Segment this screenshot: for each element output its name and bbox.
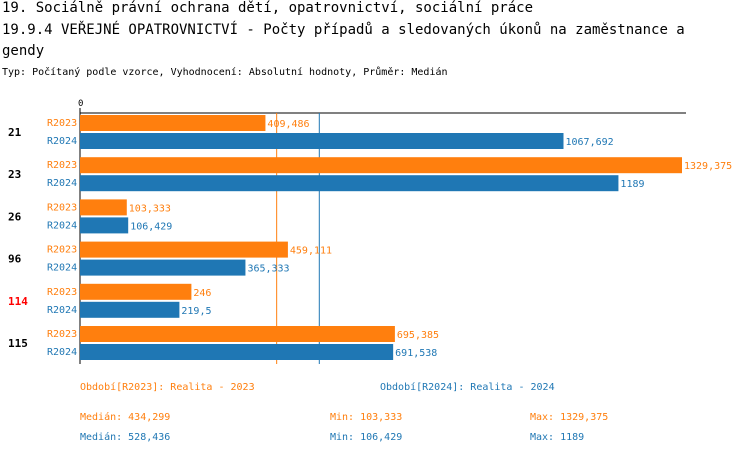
chart-subtitle: Typ: Počítaný podle vzorce, Vyhodnocení:… [2, 67, 448, 78]
data-label-r2024-26: 106,429 [130, 221, 172, 232]
bar-r2023-114 [80, 283, 192, 300]
bar-r2024-23 [80, 175, 619, 192]
data-label-r2023-23: 1329,375 [684, 161, 732, 172]
bar-r2023-21 [80, 115, 266, 131]
bar-r2024-26 [80, 217, 129, 234]
series-label-r2023-21: R2023 [47, 118, 77, 129]
bar-r2023-96 [80, 241, 288, 258]
bar-r2023-115 [80, 326, 395, 342]
bar-r2023-26 [80, 199, 127, 216]
series-label-r2023-23: R2023 [47, 160, 77, 171]
series-label-r2023-115: R2023 [47, 329, 77, 340]
category-label-96: 96 [8, 253, 22, 266]
category-label-21: 21 [8, 126, 22, 139]
series-label-r2023-114: R2023 [47, 287, 77, 298]
data-label-r2024-114: 219,5 [181, 306, 211, 317]
chart-title-line-1: 19. Sociálně právní ochrana dětí, opatro… [2, 0, 534, 16]
series-label-r2024-115: R2024 [47, 347, 77, 358]
stat-r2023-median: Medián: 434,299 [80, 412, 171, 423]
series-label-r2023-96: R2023 [47, 245, 77, 256]
data-label-r2023-114: 246 [193, 288, 211, 299]
category-label-23: 23 [8, 168, 21, 181]
series-label-r2024-21: R2024 [47, 136, 77, 147]
data-label-r2023-96: 459,111 [290, 246, 332, 257]
data-label-r2024-23: 1189 [620, 179, 644, 190]
legend-r2023: Období[R2023]: Realita - 2023 [80, 382, 255, 393]
data-label-r2024-21: 1067,692 [565, 137, 613, 148]
bar-r2023-23 [80, 157, 682, 174]
category-label-114: 114 [8, 295, 28, 308]
series-label-r2024-96: R2024 [47, 263, 77, 274]
series-label-r2024-23: R2024 [47, 178, 77, 189]
data-label-r2024-115: 691,538 [395, 348, 437, 359]
bar-r2024-115 [80, 344, 394, 360]
series-label-r2023-26: R2023 [47, 202, 77, 213]
series-label-r2024-114: R2024 [47, 305, 77, 316]
series-label-r2024-26: R2024 [47, 220, 77, 231]
data-label-r2024-96: 365,333 [247, 264, 289, 275]
data-label-r2023-115: 695,385 [397, 330, 439, 341]
data-label-r2023-26: 103,333 [129, 203, 171, 214]
legend-r2024: Období[R2024]: Realita - 2024 [380, 382, 555, 393]
data-label-r2023-21: 409,486 [267, 119, 309, 130]
stat-r2024-max: Max: 1189 [530, 432, 585, 443]
chart-title-line-2: 19.9.4 VEŘEJNÉ OPATROVNICTVÍ - Počty pří… [2, 22, 685, 38]
stat-r2024-min: Min: 106,429 [330, 432, 403, 443]
stat-r2023-max: Max: 1329,375 [530, 412, 609, 423]
bar-r2024-114 [80, 301, 180, 318]
stat-r2024-median: Medián: 528,436 [80, 432, 171, 443]
stat-r2023-min: Min: 103,333 [330, 412, 403, 423]
chart-title-line-3: gendy [2, 43, 45, 59]
bar-r2024-21 [80, 133, 564, 149]
category-label-115: 115 [8, 337, 28, 350]
x-axis-zero-label: 0 [78, 99, 83, 109]
category-label-26: 26 [8, 210, 22, 223]
bar-r2024-96 [80, 259, 246, 276]
